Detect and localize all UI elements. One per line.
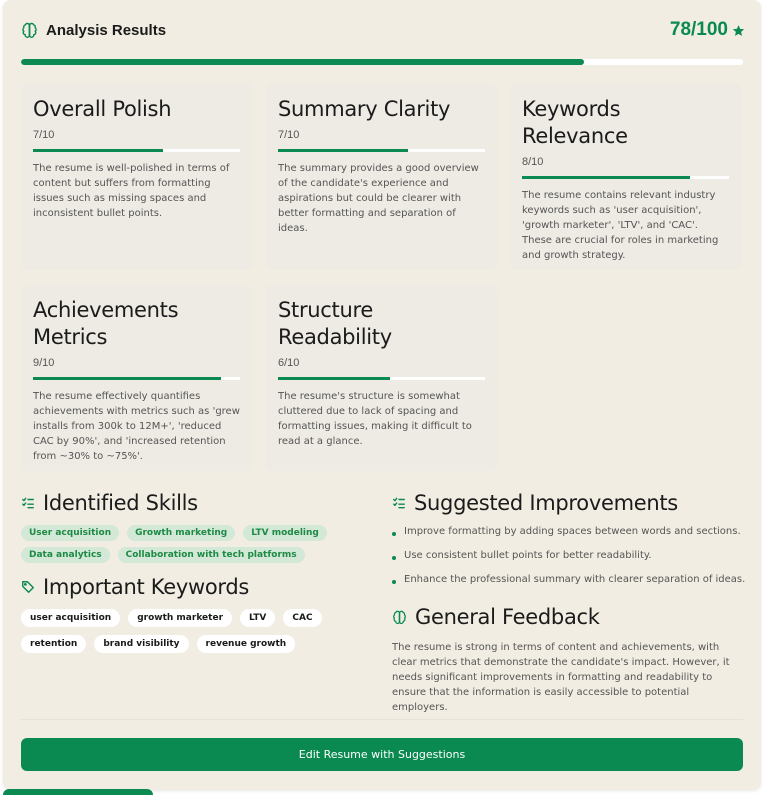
keywords-title: Important Keywords: [43, 575, 250, 599]
card-title: Achievements Metrics: [33, 298, 179, 349]
keyword-tag: revenue growth: [196, 635, 296, 653]
section-divider: [21, 719, 743, 720]
improvement-text: Use consistent bullet points for better …: [404, 550, 652, 561]
overall-score: 78/100: [670, 19, 745, 41]
overall-progress-fill: [21, 59, 585, 65]
brain-icon: [392, 610, 407, 625]
list-check-icon: [21, 496, 35, 510]
skill-tag: User acquisition: [21, 525, 120, 541]
card-description: The resume contains relevant industry ke…: [522, 190, 719, 261]
card-score: 7/10: [278, 129, 300, 141]
card-overall-polish: Overall Polish 7/10 The resume is well-p…: [21, 84, 252, 270]
section-heading: Important Keywords: [21, 575, 381, 599]
card-summary-clarity: Summary Clarity 7/10 The summary provide…: [266, 84, 497, 270]
card-description: The resume is well-polished in terms of …: [33, 163, 230, 219]
improvements-list: Improve formatting by adding spaces betw…: [392, 525, 747, 587]
section-heading: General Feedback: [392, 605, 747, 629]
general-feedback-section: General Feedback The resume is strong in…: [392, 605, 747, 715]
tag-icon: [21, 580, 35, 594]
card-description: The summary provides a good overview of …: [278, 163, 479, 234]
section-heading: Identified Skills: [21, 491, 381, 515]
card-score-bar-fill: [522, 176, 690, 179]
brain-icon: [21, 22, 38, 39]
card-structure-readability: Structure Readability 6/10 The resume's …: [266, 285, 497, 471]
bullet-dot: [392, 556, 396, 560]
card-title: Summary Clarity: [278, 97, 451, 121]
skill-tag: LTV modeling: [243, 525, 327, 541]
card-score: 6/10: [278, 357, 300, 369]
skills-title: Identified Skills: [43, 491, 198, 515]
improvement-text: Improve formatting by adding spaces betw…: [404, 526, 741, 537]
card-score-bar-fill: [33, 149, 164, 152]
card-score: 8/10: [522, 156, 544, 168]
card-score-bar-fill: [33, 377, 222, 380]
results-header: Analysis Results 78/100: [21, 18, 745, 42]
keyword-tag: growth marketer: [128, 609, 233, 627]
card-score: 9/10: [33, 357, 55, 369]
star-icon: [732, 24, 745, 37]
feedback-title: General Feedback: [415, 605, 600, 629]
card-score-bar: [522, 176, 729, 179]
improvement-text: Enhance the professional summary with cl…: [404, 574, 746, 585]
keywords-list: user acquisition growth marketer LTV CAC…: [21, 609, 381, 653]
card-title: Structure Readability: [278, 298, 392, 349]
keyword-tag: brand visibility: [94, 635, 189, 653]
page-title: Analysis Results: [46, 21, 167, 39]
list-check-icon: [392, 496, 406, 510]
card-achievements-metrics: Achievements Metrics 9/10 The resume eff…: [21, 285, 252, 471]
suggested-improvements-section: Suggested Improvements Improve formattin…: [392, 491, 747, 597]
card-title: Keywords Relevance: [522, 97, 628, 148]
skill-tag: Collaboration with tech platforms: [117, 547, 305, 563]
important-keywords-section: Important Keywords user acquisition grow…: [21, 575, 381, 653]
card-score-bar: [33, 377, 240, 380]
card-score-bar: [278, 377, 485, 380]
header-left: Analysis Results: [21, 22, 166, 39]
overall-score-value: 78/100: [669, 19, 728, 40]
edit-resume-button[interactable]: Edit Resume with Suggestions: [21, 738, 743, 771]
skill-tag: Data analytics: [21, 547, 110, 563]
skills-list: User acquisition Growth marketing LTV mo…: [21, 525, 381, 563]
bullet-dot: [392, 580, 396, 584]
feedback-text: The resume is strong in terms of content…: [392, 642, 730, 713]
card-score-bar-fill: [278, 149, 409, 152]
card-score-bar-fill: [278, 377, 390, 380]
card-title: Overall Polish: [33, 97, 172, 121]
bottom-tab-indicator: [3, 789, 153, 795]
overall-progress-bar: [21, 59, 743, 65]
identified-skills-section: Identified Skills User acquisition Growt…: [21, 491, 381, 563]
card-description: The resume's structure is somewhat clutt…: [278, 391, 472, 447]
keyword-tag: user acquisition: [21, 609, 121, 627]
improvements-title: Suggested Improvements: [414, 491, 678, 515]
card-keywords-relevance: Keywords Relevance 8/10 The resume conta…: [510, 84, 741, 270]
improvement-item: Enhance the professional summary with cl…: [392, 573, 747, 587]
card-score-bar: [33, 149, 240, 152]
keyword-tag: retention: [21, 635, 87, 653]
keyword-tag: LTV: [240, 609, 276, 627]
skill-tag: Growth marketing: [127, 525, 236, 541]
section-heading: Suggested Improvements: [392, 491, 747, 515]
improvement-item: Use consistent bullet points for better …: [392, 549, 747, 563]
card-score-bar: [278, 149, 485, 152]
improvement-item: Improve formatting by adding spaces betw…: [392, 525, 747, 539]
card-description: The resume effectively quantifies achiev…: [33, 391, 240, 462]
bullet-dot: [392, 532, 396, 536]
keyword-tag: CAC: [283, 609, 322, 627]
card-score: 7/10: [33, 129, 55, 141]
